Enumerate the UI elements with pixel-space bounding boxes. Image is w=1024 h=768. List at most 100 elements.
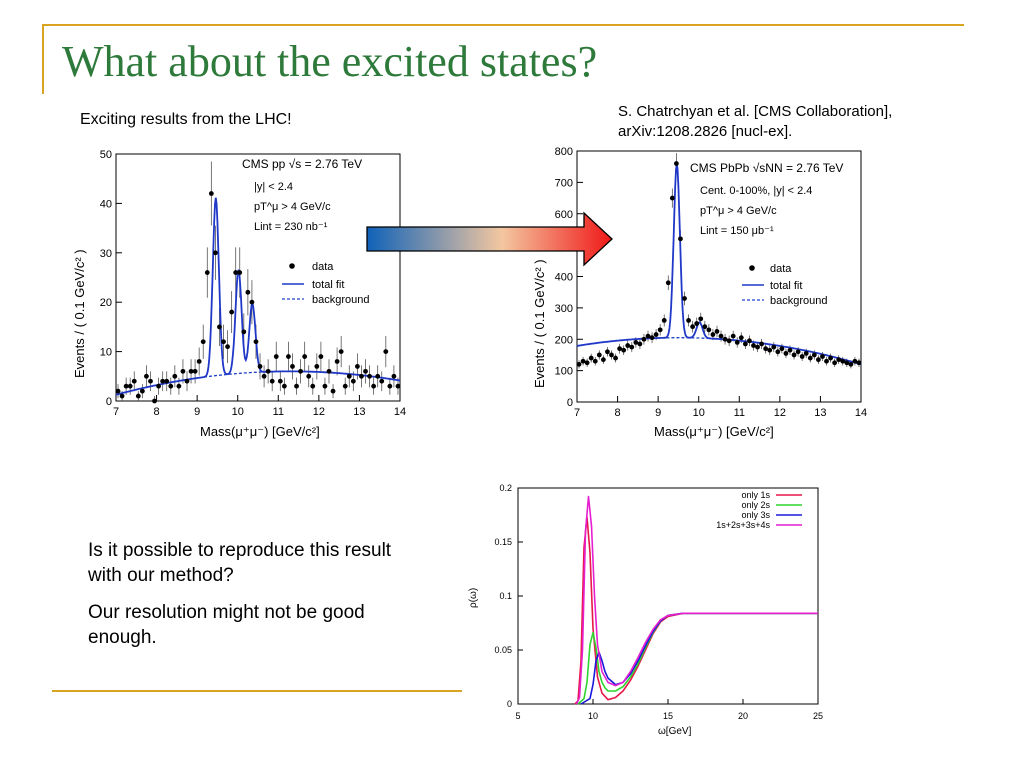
- data-point: [763, 346, 769, 352]
- y-tick-label: 10: [100, 347, 112, 359]
- x-tick-label: 11: [273, 406, 284, 418]
- data-point: [596, 352, 602, 358]
- y-tick-label: 40: [100, 198, 112, 210]
- y-axis-label: Events / ( 0.1 GeV/c² ): [532, 259, 547, 388]
- data-point: [314, 364, 320, 369]
- data-point: [184, 378, 190, 384]
- legend-label: only 1s: [741, 490, 770, 500]
- data-point: [726, 338, 732, 344]
- data-point: [123, 383, 129, 389]
- data-point: [225, 344, 230, 350]
- data-point: [286, 354, 291, 359]
- series-line: [574, 516, 818, 705]
- data-point: [742, 341, 748, 347]
- y-tick-label: 0.05: [494, 645, 512, 655]
- x-tick-label: 5: [515, 711, 520, 721]
- data-point: [261, 373, 267, 379]
- data-point: [172, 373, 178, 379]
- x-tick-label: 7: [574, 407, 580, 419]
- data-point: [710, 332, 716, 337]
- y-tick-label: 0.2: [499, 483, 512, 493]
- data-point: [702, 324, 708, 330]
- reference-citation: S. Chatrchyan et al. [CMS Collaboration]…: [618, 102, 892, 142]
- x-tick-label: 8: [154, 406, 160, 418]
- data-point: [152, 398, 157, 404]
- data-point: [775, 349, 781, 355]
- bottom-accent-rule: [52, 690, 462, 692]
- data-point: [621, 347, 627, 353]
- data-point: [277, 378, 283, 384]
- annotation-luminosity: Lint = 150 μb⁻¹: [700, 225, 774, 237]
- data-point: [771, 344, 777, 350]
- x-tick-label: 11: [734, 407, 745, 419]
- data-point: [188, 368, 194, 374]
- data-point: [759, 341, 764, 347]
- data-point: [253, 339, 259, 345]
- data-point: [310, 383, 316, 389]
- data-point: [799, 354, 805, 359]
- data-point: [257, 364, 263, 369]
- legend-total-fit: total fit: [770, 280, 802, 292]
- data-point: [734, 339, 740, 345]
- y-tick-label: 800: [555, 146, 573, 158]
- total-fit-curve: [115, 197, 401, 396]
- data-point: [787, 347, 793, 353]
- data-point: [355, 364, 360, 369]
- legend-data-marker: [749, 265, 755, 271]
- top-accent-rule: [42, 24, 964, 26]
- total-fit-curve: [576, 163, 862, 366]
- x-tick-label: 8: [615, 407, 621, 419]
- data-point: [208, 191, 214, 196]
- data-point: [196, 359, 202, 364]
- cms-pp-dimuon-mass-plot: 7 8 9 10 11 12 13 14 0 10 20 30 40 50 CMS pp √s = 2.7…: [72, 149, 406, 439]
- data-point: [706, 327, 712, 333]
- data-point: [682, 296, 687, 301]
- y-tick-label: 20: [100, 297, 112, 309]
- cms-pbpb-dimuon-mass-plot: 78910111213140100200300400500600700800 C…: [532, 146, 867, 439]
- left-caption: Exciting results from the LHC!: [80, 111, 292, 128]
- y-tick-label: 400: [555, 272, 573, 284]
- data-point: [649, 335, 655, 341]
- data-point: [779, 346, 785, 352]
- x-axis-label: ω[GeV]: [658, 726, 692, 737]
- x-tick-label: 10: [693, 407, 705, 419]
- data-point: [844, 360, 850, 366]
- data-point: [180, 368, 186, 374]
- x-tick-label: 25: [813, 711, 823, 721]
- data-point: [322, 383, 328, 389]
- reference-line-2: arXiv:1208.2826 [nucl-ex].: [618, 123, 793, 140]
- y-tick-label: 700: [555, 177, 573, 189]
- data-point: [665, 280, 671, 286]
- data-point: [160, 378, 166, 384]
- data-point: [625, 343, 631, 348]
- data-point: [803, 350, 809, 356]
- y-tick-label: 50: [100, 149, 112, 161]
- data-point: [131, 378, 137, 384]
- x-tick-label: 12: [774, 407, 786, 419]
- data-point: [653, 332, 659, 337]
- data-point: [249, 299, 255, 305]
- data-point: [237, 270, 243, 275]
- x-tick-label: 10: [588, 711, 598, 721]
- comparison-arrow: [366, 211, 613, 267]
- data-point: [783, 350, 789, 356]
- data-point: [119, 393, 125, 399]
- data-point: [298, 368, 303, 374]
- data-point: [820, 354, 825, 359]
- y-tick-label: 600: [555, 209, 573, 221]
- data-point: [144, 373, 149, 379]
- x-tick-label: 13: [814, 407, 826, 419]
- annotation-cms-pp: CMS pp √s = 2.76 TeV: [242, 157, 362, 171]
- data-point: [824, 358, 829, 364]
- annotation-centrality: Cent. 0-100%, |y| < 2.4: [700, 185, 812, 197]
- data-point: [391, 373, 397, 379]
- data-point: [686, 318, 691, 323]
- data-point: [832, 360, 838, 366]
- data-point: [588, 355, 594, 361]
- data-point: [383, 349, 389, 354]
- data-point: [848, 361, 854, 367]
- data-point: [168, 383, 174, 389]
- data-point: [669, 195, 675, 201]
- data-point: [330, 388, 336, 394]
